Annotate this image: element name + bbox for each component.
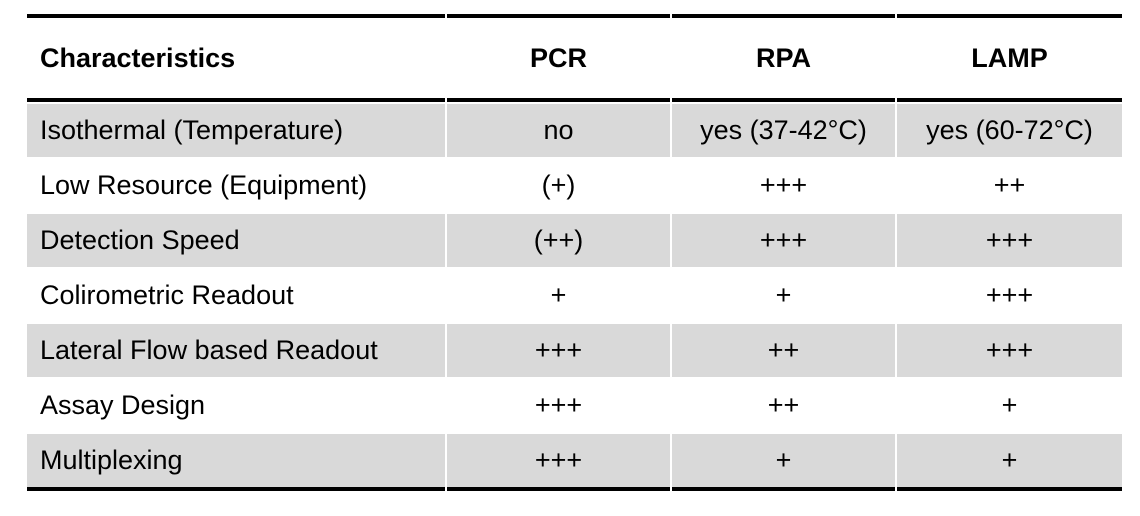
row-label-cell: Isothermal (Temperature) bbox=[27, 104, 445, 157]
table-body: Isothermal (Temperature) no yes (37-42°C… bbox=[27, 104, 1122, 491]
table-row: Colirometric Readout + + +++ bbox=[27, 269, 1122, 322]
value-cell-rpa: ++ bbox=[767, 390, 800, 420]
value-cell-rpa: +++ bbox=[759, 170, 808, 200]
value-cell-rpa: +++ bbox=[672, 214, 895, 267]
table-row: Assay Design +++ ++ + bbox=[27, 379, 1122, 432]
value-cell-lamp: +++ bbox=[985, 280, 1034, 310]
column-header-characteristics: Characteristics bbox=[27, 14, 445, 102]
value-cell-rpa: yes (37-42°C) bbox=[672, 104, 895, 157]
value-cell-pcr: (++) bbox=[447, 214, 670, 267]
table-row: Low Resource (Equipment) (+) +++ ++ bbox=[27, 159, 1122, 212]
value-cell-pcr: +++ bbox=[447, 324, 670, 377]
row-label-cell: Colirometric Readout bbox=[40, 280, 294, 310]
value-cell-pcr: (+) bbox=[541, 170, 576, 200]
value-cell-rpa: ++ bbox=[672, 324, 895, 377]
comparison-table: Characteristics PCR RPA LAMP Isothermal … bbox=[25, 12, 1124, 493]
table-row: Detection Speed (++) +++ +++ bbox=[27, 214, 1122, 267]
value-cell-lamp: + bbox=[1001, 390, 1018, 420]
value-cell-rpa: + bbox=[775, 280, 792, 310]
table-row: Lateral Flow based Readout +++ ++ +++ bbox=[27, 324, 1122, 377]
column-header-rpa: RPA bbox=[672, 14, 895, 102]
value-cell-pcr: +++ bbox=[534, 390, 583, 420]
value-cell-lamp: ++ bbox=[993, 170, 1026, 200]
value-cell-lamp: +++ bbox=[897, 214, 1122, 267]
value-cell-pcr: + bbox=[550, 280, 567, 310]
row-label-cell: Multiplexing bbox=[27, 434, 445, 491]
comparison-table-container: Characteristics PCR RPA LAMP Isothermal … bbox=[25, 12, 1124, 493]
column-header-lamp: LAMP bbox=[897, 14, 1122, 102]
value-cell-rpa: + bbox=[672, 434, 895, 491]
value-cell-lamp: +++ bbox=[897, 324, 1122, 377]
value-cell-lamp: + bbox=[897, 434, 1122, 491]
column-header-pcr: PCR bbox=[447, 14, 670, 102]
value-cell-lamp: yes (60-72°C) bbox=[897, 104, 1122, 157]
value-cell-pcr: +++ bbox=[447, 434, 670, 491]
row-label-cell: Lateral Flow based Readout bbox=[27, 324, 445, 377]
table-row: Multiplexing +++ + + bbox=[27, 434, 1122, 491]
header-row: Characteristics PCR RPA LAMP bbox=[27, 14, 1122, 102]
value-cell-pcr: no bbox=[447, 104, 670, 157]
table-row: Isothermal (Temperature) no yes (37-42°C… bbox=[27, 104, 1122, 157]
row-label-cell: Low Resource (Equipment) bbox=[40, 170, 368, 200]
row-label-cell: Assay Design bbox=[40, 390, 206, 420]
row-label-cell: Detection Speed bbox=[27, 214, 445, 267]
